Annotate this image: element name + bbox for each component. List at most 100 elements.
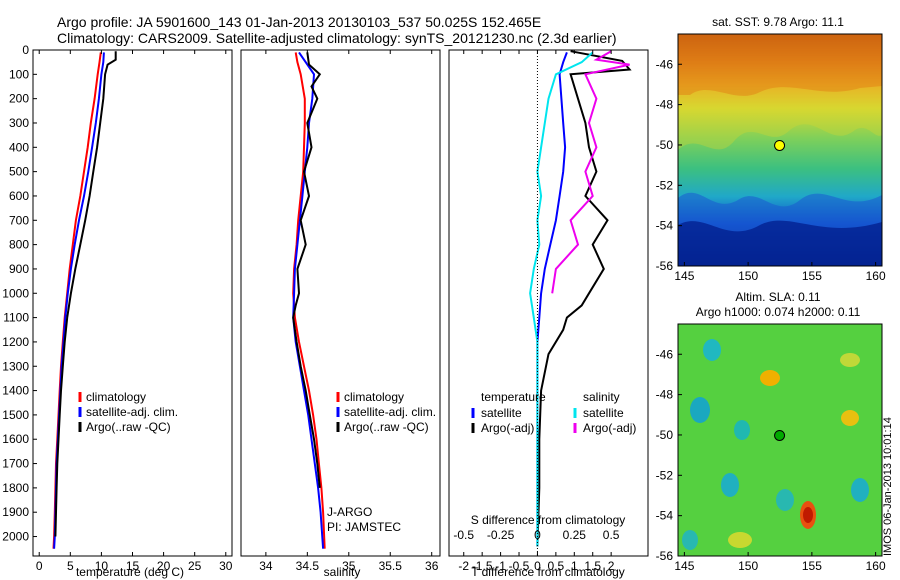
temperature-ytick-label-3: 300 (9, 116, 29, 130)
title-line-1: Argo profile: JA 5901600_143 01-Jan-2013… (57, 14, 541, 30)
salinity-diff-tick-label-2: 0 (534, 528, 541, 542)
sla-map-ytick-label-5: -56 (656, 549, 674, 563)
salinity-legend-label-2: Argo(..raw -QC) (344, 420, 429, 434)
sst-map-ytick-label-4: -54 (656, 219, 674, 233)
difference-profile-xtick-label-3: -0.5 (509, 559, 530, 573)
difference-legend-label-1: Argo(-adj) (481, 421, 534, 435)
difference-profile-xtick-label-7: 1.5 (584, 559, 601, 573)
salinity-diff-tick-label-3: 0.25 (563, 528, 587, 542)
difference-profile-series-4-line (551, 50, 630, 294)
sst-map-ytick-label-0: -46 (656, 57, 674, 71)
difference-legend-label-0: satellite (481, 406, 522, 420)
sla-map-xtick-label-3: 160 (866, 559, 886, 573)
difference-profile-series-3-line (529, 51, 594, 547)
difference-legend-label-3: Argo(-adj) (583, 421, 636, 435)
difference-profile-xtick-label-1: -1.5 (472, 559, 493, 573)
sst-map-frame (677, 33, 883, 267)
salinity-profile-series-3-line (292, 52, 322, 489)
temperature-plot-frame (32, 49, 233, 557)
temperature-ytick-label-2: 200 (9, 92, 29, 106)
difference-profile-xtick-label-2: -1 (495, 559, 506, 573)
difference-profile-xtick-label-6: 1 (571, 559, 578, 573)
temperature-ytick-label-11: 1100 (3, 311, 29, 325)
sla-map-xtick-label-0: 145 (674, 559, 694, 573)
difference-legend-temperature-title: temperature (481, 390, 546, 404)
temperature-legend-label-2: Argo(..raw -QC) (86, 420, 171, 434)
temperature-ytick-label-7: 700 (9, 213, 29, 227)
sst-map-xtick-label-2: 155 (802, 269, 822, 283)
salinity-diff-tick-label-0: -0.5 (453, 528, 474, 542)
sst-map-ytick-label-5: -56 (656, 259, 674, 273)
temperature-profile-xtick-label-6: 30 (219, 559, 233, 573)
temperature-ytick-label-20: 2000 (2, 530, 29, 544)
sst-map-xtick-label-1: 150 (738, 269, 758, 283)
sst-map-ytick-label-2: -50 (656, 138, 674, 152)
title-line-2: Climatology: CARS2009. Satellite-adjuste… (57, 30, 617, 46)
temperature-ytick-label-1: 100 (9, 67, 29, 81)
temperature-profile-xtick-label-1: 5 (67, 559, 74, 573)
sst-map-xtick-label-0: 145 (674, 269, 694, 283)
salinity-ticks: 34 34.5 35 35.5 36 (259, 50, 439, 573)
temperature-profile-xtick-label-0: 0 (36, 559, 43, 573)
difference-legend-salinity-title: salinity (583, 390, 620, 404)
temperature-ytick-label-10: 1000 (2, 286, 29, 300)
salinity-diff-tick-label-1: -0.25 (487, 528, 515, 542)
difference-xlabel: T difference from climatology (471, 565, 625, 579)
sst-map-image (678, 34, 882, 266)
temperature-profile-xtick-label-5: 25 (188, 559, 202, 573)
temperature-ytick-label-12: 1200 (2, 335, 29, 349)
salinity-legend-label-0: climatology (344, 390, 404, 404)
temperature-ytick-label-4: 400 (9, 140, 29, 154)
temperature-ytick-label-8: 800 (9, 238, 29, 252)
temperature-legend-label-1: satellite-adj. clim. (86, 405, 178, 419)
sla-map-xtick-label-2: 155 (802, 559, 822, 573)
temperature-legend-label-0: climatology (86, 390, 146, 404)
temperature-profile-xtick-label-4: 20 (157, 559, 171, 573)
temperature-ytick-label-5: 500 (9, 165, 29, 179)
difference-xlabel-top: S difference from climatology (471, 513, 626, 527)
difference-lines (529, 50, 632, 556)
salinity-profile-series-2-line (292, 51, 325, 549)
temperature-profile-xtick-label-3: 15 (126, 559, 140, 573)
sst-map-ytick-label-3: -52 (656, 178, 674, 192)
salinity-plot-frame (240, 49, 441, 557)
annotation-jargo: J-ARGO (327, 505, 372, 519)
salinity-profile-xtick-label-0: 34 (259, 559, 273, 573)
temperature-xlabel: temperature (deg C) (76, 565, 184, 579)
sla-map-xtick-label-1: 150 (738, 559, 758, 573)
sla-map-ytick-label-4: -54 (656, 509, 674, 523)
sst-map-ticks: 145 150 155 160 -46 -48 -50 -52 -54 -56 (656, 57, 886, 283)
sla-map-ytick-label-3: -52 (656, 468, 674, 482)
temperature-ytick-label-9: 900 (9, 262, 29, 276)
sla-map-title-2: Argo h1000: 0.074 h2000: 0.11 (696, 305, 861, 319)
difference-plot-frame (448, 49, 649, 557)
temperature-ytick-label-14: 1400 (2, 384, 29, 398)
temperature-ytick-label-16: 1600 (2, 432, 29, 446)
annotation-pi: PI: JAMSTEC (327, 520, 401, 534)
difference-profile-xtick-label-4: 0 (534, 559, 541, 573)
difference-profile-xtick-label-8: 2 (608, 559, 615, 573)
difference-legend-label-2: satellite (583, 406, 624, 420)
salinity-profile-xtick-label-1: 34.5 (296, 559, 320, 573)
difference-profile-xtick-label-0: -2 (458, 559, 469, 573)
salinity-profile-xtick-label-2: 35 (342, 559, 356, 573)
sst-map-xtick-label-3: 160 (866, 269, 886, 283)
temperature-lines (52, 51, 117, 549)
temperature-ytick-label-13: 1300 (2, 359, 29, 373)
sst-map-title: sat. SST: 9.78 Argo: 11.1 (712, 15, 844, 29)
sla-map-frame (677, 323, 883, 557)
temperature-ticks: 0100200300400500600700800900100011001200… (2, 43, 232, 573)
salinity-legend-label-1: satellite-adj. clim. (344, 405, 436, 419)
salinity-profile-xtick-label-4: 36 (425, 559, 439, 573)
salinity-lines (292, 51, 326, 549)
sla-map-ytick-label-1: -48 (656, 388, 674, 402)
salinity-xlabel: salinity (324, 565, 361, 579)
temperature-ytick-label-15: 1500 (2, 408, 29, 422)
salinity-difference-ticks: -0.5 -0.25 0 0.25 0.5 (453, 528, 619, 542)
sla-map-ytick-label-2: -50 (656, 428, 674, 442)
sst-map-ytick-label-1: -48 (656, 98, 674, 112)
temperature-profile-xtick-label-2: 10 (95, 559, 109, 573)
sla-argo-location-marker (774, 429, 786, 441)
